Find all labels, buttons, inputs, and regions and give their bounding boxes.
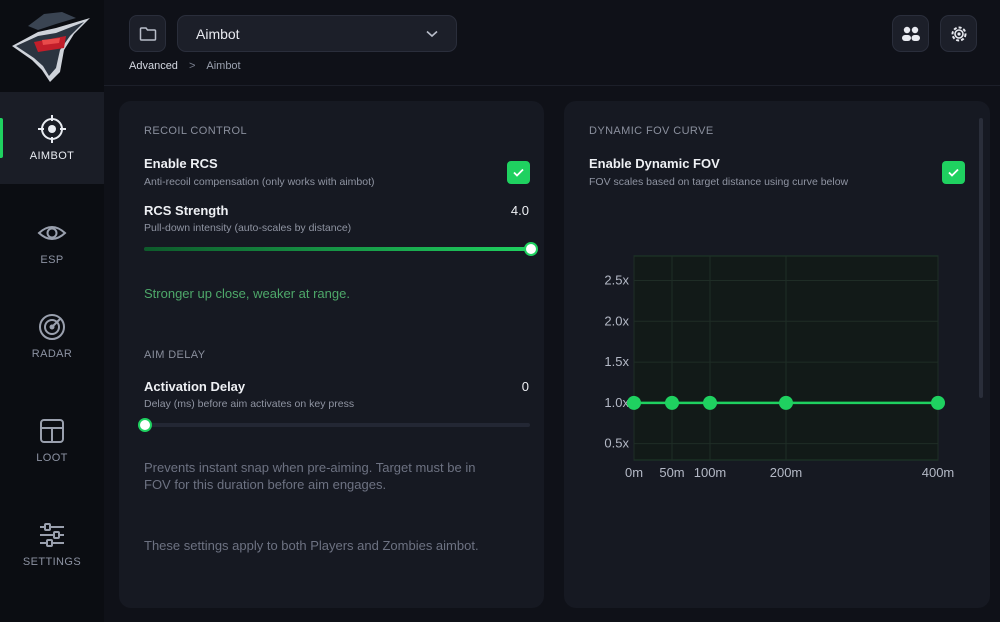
sidebar-item-label: RADAR xyxy=(31,348,73,360)
y-tick-label: 0.5x xyxy=(604,436,629,451)
panel-scrollbar[interactable] xyxy=(979,118,983,398)
sidebar-item-label: LOOT xyxy=(36,452,68,464)
sidebar-item-aimbot[interactable]: AIMBOT xyxy=(0,92,104,184)
fov-section-title: DYNAMIC FOV CURVE xyxy=(589,125,714,137)
sidebar-item-settings[interactable]: SETTINGS xyxy=(0,498,104,590)
fov-curve-point[interactable] xyxy=(779,395,793,410)
check-icon xyxy=(948,168,959,177)
open-folder-button[interactable] xyxy=(129,15,166,52)
sidebar: AIMBOT ESP RADAR LOOT xyxy=(0,0,104,622)
activation-delay-label: Activation Delay xyxy=(144,379,246,394)
check-icon xyxy=(513,168,524,177)
sidebar-item-loot[interactable]: LOOT xyxy=(0,394,104,486)
sidebar-item-label: SETTINGS xyxy=(22,556,82,568)
aim-delay-note-line-1: Prevents instant snap when pre-aiming. T… xyxy=(144,460,476,475)
folder-icon xyxy=(139,26,156,41)
rcs-strength-slider[interactable] xyxy=(144,242,538,256)
breadcrumb-item: Aimbot xyxy=(206,60,241,72)
x-tick-label: 0m xyxy=(625,465,643,480)
activation-delay-slider-thumb[interactable] xyxy=(138,418,152,432)
loot-box-icon xyxy=(40,419,64,443)
app-logo-icon xyxy=(12,12,90,82)
rcs-strength-value: 4.0 xyxy=(510,203,529,218)
enable-rcs-description: Anti-recoil compensation (only works wit… xyxy=(144,176,375,188)
rcs-strength-slider-fill xyxy=(144,247,530,251)
enable-fov-description: FOV scales based on target distance usin… xyxy=(589,176,849,188)
fov-curve-point[interactable] xyxy=(665,395,679,410)
users-icon xyxy=(901,26,920,41)
recoil-section-title: RECOIL CONTROL xyxy=(144,125,247,137)
recoil-panel: RECOIL CONTROL Enable RCS Anti-recoil co… xyxy=(119,101,544,608)
sidebar-item-esp[interactable]: ESP xyxy=(0,196,104,288)
activation-delay-slider[interactable] xyxy=(138,418,530,432)
eye-icon xyxy=(37,226,67,240)
radar-icon xyxy=(39,314,65,340)
sliders-icon xyxy=(40,523,64,547)
header-divider xyxy=(104,85,1000,86)
sidebar-item-radar[interactable]: RADAR xyxy=(0,290,104,382)
aim-delay-note-line-2: FOV for this duration before aim engages… xyxy=(144,477,387,492)
breadcrumb-separator: > xyxy=(188,60,196,72)
enable-rcs-label: Enable RCS xyxy=(144,156,218,171)
activation-delay-value: 0 xyxy=(521,379,529,394)
rcs-note: Stronger up close, weaker at range. xyxy=(144,286,350,301)
activation-delay-description: Delay (ms) before aim activates on key p… xyxy=(144,398,355,410)
rcs-strength-label: RCS Strength xyxy=(144,203,229,218)
y-tick-label: 1.5x xyxy=(604,354,629,369)
footer-note: These settings apply to both Players and… xyxy=(144,538,479,553)
fov-curve-point[interactable] xyxy=(627,395,641,410)
fov-curve-point[interactable] xyxy=(931,395,945,410)
breadcrumb: Advanced > Aimbot xyxy=(129,60,241,72)
fov-curve-chart[interactable]: 0.5x 1.0x 1.5x 2.0x 2.5x 0m 50m 100m 200m 400m xyxy=(564,230,990,490)
y-tick-label: 1.0x xyxy=(604,395,629,410)
x-tick-label: 200m xyxy=(770,465,803,480)
x-tick-label: 50m xyxy=(659,465,684,480)
rcs-strength-slider-thumb[interactable] xyxy=(524,242,538,256)
aim-delay-section-title: AIM DELAY xyxy=(144,349,206,361)
crosshair-icon xyxy=(38,115,66,143)
y-tick-label: 2.0x xyxy=(604,313,629,328)
sidebar-item-label: AIMBOT xyxy=(29,150,75,162)
chevron-down-icon xyxy=(426,30,438,37)
x-tick-label: 100m xyxy=(694,465,727,480)
preset-select-value: Aimbot xyxy=(196,25,240,42)
enable-rcs-checkbox[interactable] xyxy=(507,161,530,184)
preset-select[interactable]: Aimbot xyxy=(177,15,457,52)
enable-fov-label: Enable Dynamic FOV xyxy=(589,156,720,171)
settings-button[interactable] xyxy=(940,15,977,52)
enable-fov-checkbox[interactable] xyxy=(942,161,965,184)
breadcrumb-item[interactable]: Advanced xyxy=(129,60,178,72)
fov-curve-point[interactable] xyxy=(703,395,717,410)
y-tick-label: 2.5x xyxy=(604,272,629,287)
rcs-strength-description: Pull-down intensity (auto-scales by dist… xyxy=(144,222,352,234)
sidebar-item-label: ESP xyxy=(40,254,64,266)
profiles-button[interactable] xyxy=(892,15,929,52)
gear-icon xyxy=(951,26,966,41)
x-tick-label: 400m xyxy=(922,465,955,480)
